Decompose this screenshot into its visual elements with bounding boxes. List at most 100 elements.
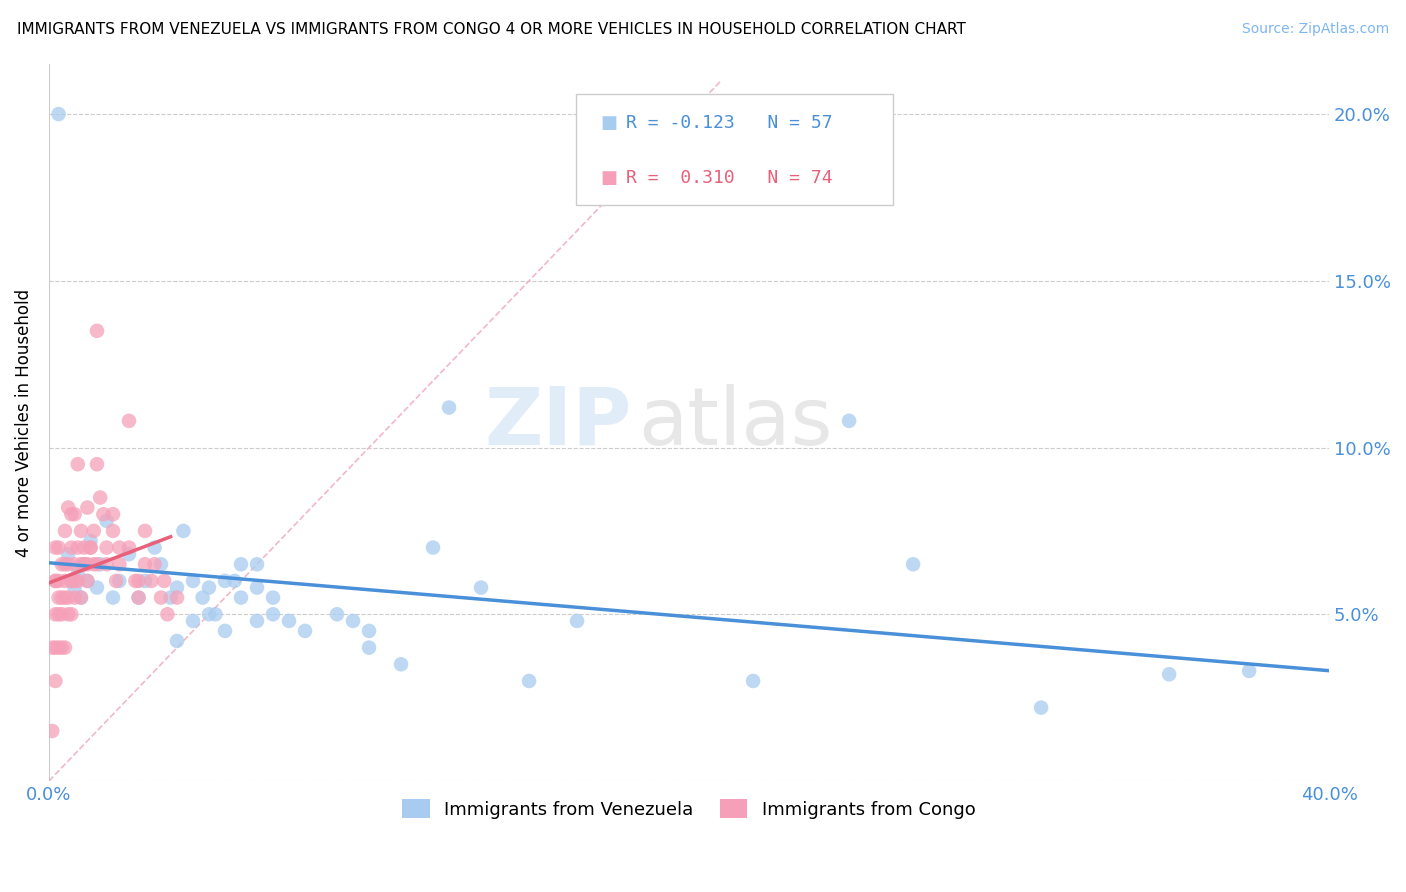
Point	[101, 524, 124, 538]
Point	[73, 541, 96, 555]
Point	[66, 574, 89, 588]
Point	[73, 558, 96, 572]
Point	[44, 607, 66, 622]
Point	[149, 558, 172, 572]
Point	[742, 673, 765, 688]
Point	[357, 640, 380, 655]
Point	[262, 607, 284, 622]
Point	[159, 591, 181, 605]
Point	[83, 558, 105, 572]
Point	[246, 581, 269, 595]
Point	[89, 491, 111, 505]
Point	[96, 541, 118, 555]
Point	[56, 607, 79, 622]
Text: R = -0.123   N = 57: R = -0.123 N = 57	[626, 114, 832, 132]
Point	[294, 624, 316, 638]
Point	[56, 547, 79, 561]
Point	[262, 591, 284, 605]
Point	[229, 591, 252, 605]
Point	[53, 640, 76, 655]
Point	[357, 624, 380, 638]
Point	[1237, 664, 1260, 678]
Point	[60, 507, 83, 521]
Point	[389, 657, 412, 672]
Point	[48, 607, 70, 622]
Point	[51, 640, 73, 655]
Text: R =  0.310   N = 74: R = 0.310 N = 74	[626, 169, 832, 187]
Point	[118, 541, 141, 555]
Point	[76, 574, 98, 588]
Point	[63, 558, 86, 572]
Point	[214, 624, 236, 638]
Point	[153, 574, 176, 588]
Point	[246, 558, 269, 572]
Point	[66, 541, 89, 555]
Point	[44, 673, 66, 688]
Point	[128, 591, 150, 605]
Point	[51, 591, 73, 605]
Point	[108, 574, 131, 588]
Point	[134, 558, 156, 572]
Point	[124, 574, 146, 588]
Point	[44, 574, 66, 588]
Point	[224, 574, 246, 588]
Y-axis label: 4 or more Vehicles in Household: 4 or more Vehicles in Household	[15, 288, 32, 557]
Point	[70, 558, 93, 572]
Point	[214, 574, 236, 588]
Point	[166, 591, 188, 605]
Point	[51, 558, 73, 572]
Text: Source: ZipAtlas.com: Source: ZipAtlas.com	[1241, 22, 1389, 37]
Point	[156, 607, 179, 622]
Point	[56, 591, 79, 605]
Point	[96, 514, 118, 528]
Point	[901, 558, 924, 572]
Point	[48, 574, 70, 588]
Point	[44, 640, 66, 655]
Point	[141, 574, 163, 588]
Point	[41, 723, 63, 738]
Point	[48, 107, 70, 121]
Point	[86, 457, 108, 471]
Text: IMMIGRANTS FROM VENEZUELA VS IMMIGRANTS FROM CONGO 4 OR MORE VEHICLES IN HOUSEHO: IMMIGRANTS FROM VENEZUELA VS IMMIGRANTS …	[17, 22, 966, 37]
Point	[101, 591, 124, 605]
Point	[63, 591, 86, 605]
Point	[517, 673, 540, 688]
Point	[108, 558, 131, 572]
Point	[1029, 700, 1052, 714]
Point	[53, 558, 76, 572]
Point	[66, 457, 89, 471]
Point	[172, 524, 194, 538]
Point	[204, 607, 226, 622]
Point	[76, 558, 98, 572]
Point	[149, 591, 172, 605]
Point	[60, 541, 83, 555]
Point	[118, 547, 141, 561]
Point	[86, 581, 108, 595]
Text: ■: ■	[600, 169, 617, 187]
Point	[326, 607, 349, 622]
Point	[51, 607, 73, 622]
Point	[101, 507, 124, 521]
Point	[53, 574, 76, 588]
Point	[108, 541, 131, 555]
Point	[166, 634, 188, 648]
Point	[198, 607, 221, 622]
Point	[70, 591, 93, 605]
Point	[166, 581, 188, 595]
Point	[422, 541, 444, 555]
Point	[44, 541, 66, 555]
Legend: Immigrants from Venezuela, Immigrants from Congo: Immigrants from Venezuela, Immigrants fr…	[395, 792, 983, 826]
Point	[470, 581, 492, 595]
Point	[246, 614, 269, 628]
Point	[565, 614, 588, 628]
Text: atlas: atlas	[638, 384, 832, 461]
Point	[76, 500, 98, 515]
Point	[56, 500, 79, 515]
Point	[79, 541, 101, 555]
Point	[44, 574, 66, 588]
Point	[838, 414, 860, 428]
Point	[437, 401, 460, 415]
Point	[96, 558, 118, 572]
Point	[1159, 667, 1181, 681]
Point	[128, 574, 150, 588]
